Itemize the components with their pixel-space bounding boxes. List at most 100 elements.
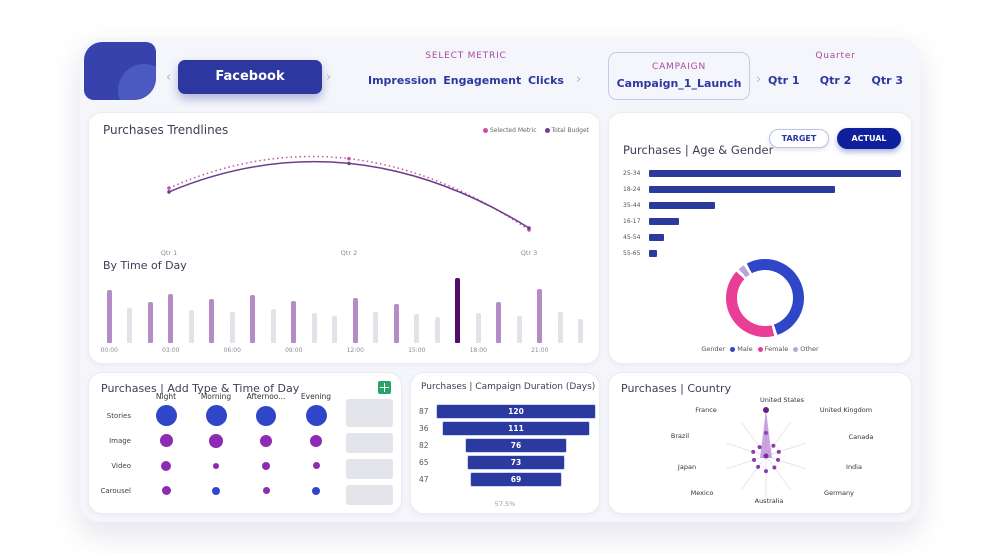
campaign-value: Campaign_1_Launch [616,77,742,90]
age-gender-card-title: Purchases | Age & Gender [623,143,774,157]
gender-legend-label: Other [800,345,819,353]
actual-toggle-button[interactable]: ACTUAL [837,128,901,149]
bubble-row-label: Video [111,461,131,470]
time-bar-slot [304,313,325,343]
time-bar-10:00 [311,313,317,343]
age-bar-35-44 [649,201,715,209]
metric-options: Impression Engagement Clicks [368,74,564,87]
donut-hole [737,270,793,326]
time-bar-08:00 [270,309,276,343]
campaign-selector[interactable]: CAMPAIGN Campaign_1_Launch [608,52,750,100]
target-toggle-button[interactable]: TARGET [769,129,829,148]
placeholder-block [346,433,393,453]
placeholder-block [346,485,393,505]
radar-spoke [725,455,767,470]
time-tick: 18:00 [469,347,487,354]
time-bar-slot [345,298,366,343]
time-tick: 03:00 [162,347,180,354]
time-tick: 00:00 [100,347,118,354]
trend-x-axis: Qtr 1 Qtr 2 Qtr 3 [97,249,591,259]
trend-point [167,186,171,190]
bubble-row-label: Stories [106,411,131,420]
bubble-image [310,434,322,447]
country-radar-labels: United States United Kingdom Canada India Ge… [609,373,911,513]
time-tick [181,347,202,354]
quarter-option-2[interactable]: Qtr 2 [819,74,852,87]
app-logo [84,42,156,100]
age-gender-bar-chart: 25-34 18-24 35-44 16-17 45-54 55-65 [623,165,901,261]
funnel-row: 36 111 [419,420,595,437]
radar-point [775,457,780,462]
metric-next-icon[interactable]: › [576,72,582,87]
x-label-qtr2: Qtr 2 [340,249,358,257]
age-gender-card: TARGET ACTUAL Purchases | Age & Gender 2… [608,112,912,364]
bubble-col-header: Afternoo... [246,391,286,401]
age-row: 25-34 [623,165,901,181]
metric-option-engagement[interactable]: Engagement [443,74,522,87]
platform-next-icon[interactable]: › [326,70,332,85]
male-dot-icon [730,346,736,352]
bubble-cell [241,428,291,453]
trend-point [347,156,351,161]
bubble-side-placeholders [346,399,393,511]
time-bar-04:00 [188,310,194,343]
time-bar-09:00 [291,301,297,343]
age-row-label: 16-17 [623,217,641,225]
time-tick [243,347,264,354]
time-bar-slot [99,290,120,343]
bubble-carousel [262,487,270,494]
radar-point [772,465,777,470]
total-budget-dot-icon [544,128,550,133]
x-label-qtr1: Qtr 1 [160,249,178,257]
radar-point [771,443,776,448]
campaign-duration-funnel-chart: 87 120 36 111 82 76 65 73 47 69 [419,403,595,488]
bubble-cell [241,403,291,428]
radar-point [764,469,768,474]
time-bar-slot [550,312,571,343]
funnel-row-count: 47 [419,475,429,484]
time-bar-17:00 [455,278,461,343]
select-metric-title: SELECT METRIC [425,51,507,61]
time-bar-slot [571,319,592,343]
country-label-united-kingdom: United Kingdom [819,406,873,414]
metric-option-impression[interactable]: Impression [368,74,437,87]
time-bar-22:00 [557,312,563,343]
time-bar-14:00 [393,304,399,343]
platform-prev-icon[interactable]: ‹ [166,70,172,85]
selected-metric-dot-icon [482,128,488,133]
time-bar-slot [202,299,223,343]
time-bar-slot [427,317,448,343]
radar-spoke [765,455,807,470]
platform-selector-button[interactable]: Facebook [178,60,322,94]
time-bar-slot [140,302,161,343]
ad-type-card: Purchases | Add Type & Time of Day Night… [88,372,402,514]
time-bar-slot [161,294,182,343]
logo-accent-shape [118,64,156,100]
funnel-bar: 69 [470,473,562,486]
quarter-title: Quarter [815,51,856,61]
country-label-united-states: United States [759,396,805,404]
trendlines-card: Purchases Trendlines Selected Metric Tot… [88,112,600,364]
time-bar-21:00 [537,289,543,343]
time-tick [509,347,530,354]
funnel-row-count: 65 [419,458,429,467]
gender-legend: Gender Male Female Other [609,345,911,353]
metric-option-clicks[interactable]: Clicks [527,74,564,87]
country-label-brazil: Brazil [670,432,690,440]
excel-export-icon[interactable] [378,381,391,394]
time-bar-slot [222,312,243,343]
funnel-row: 47 69 [419,471,595,488]
radar-point [756,464,761,469]
time-bar-16:00 [434,317,440,343]
funnel-row: 87 120 [419,403,595,420]
placeholder-block [346,399,393,427]
campaign-next-icon[interactable]: › [756,72,762,87]
funnel-row-count: 36 [419,424,429,433]
funnel-zone: 76 [437,439,595,452]
country-radar-chart [725,407,807,498]
quarter-option-3[interactable]: Qtr 3 [871,74,903,87]
age-row-track [649,201,901,209]
quarter-option-1[interactable]: Qtr 1 [768,74,800,87]
bubble-stories [205,405,227,426]
bubble-cell [141,478,191,503]
